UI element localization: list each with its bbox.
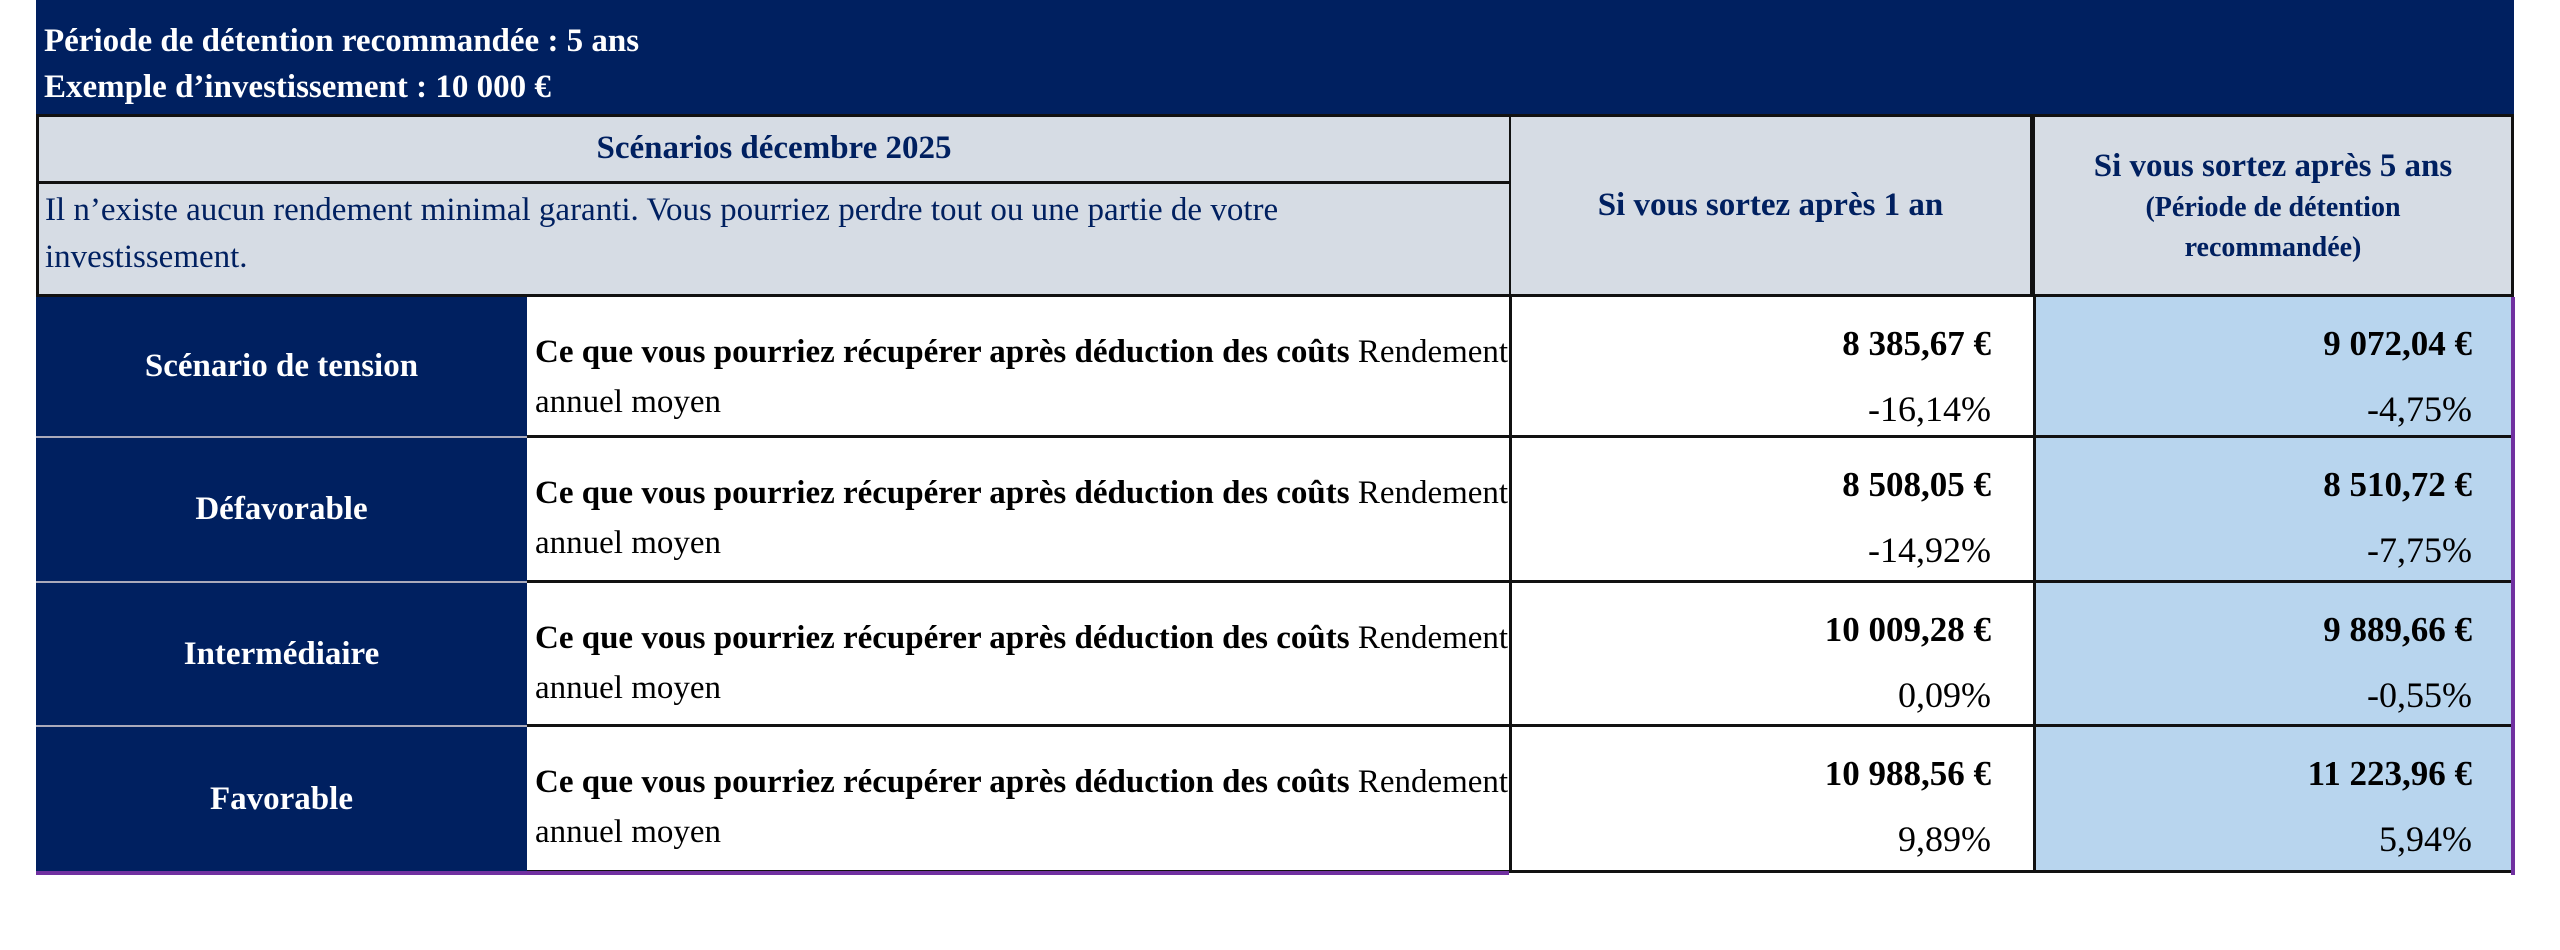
table-right-border [2511, 297, 2515, 875]
description-text: Rendement annuel moyen [535, 475, 1509, 561]
description-text: Rendement annuel moyen [535, 334, 1509, 420]
scenario-name: Scénario de tension [144, 348, 419, 384]
scenarios-header: Scénarios décembre 2025 Il n’existe aucu… [36, 114, 1509, 297]
amount-1-year: 10 009,28 € [1824, 610, 1991, 649]
value-cell-5-years: 9 072,04 € -4,75% [2033, 297, 2514, 438]
column-1-year-label: Si vous sortez après 1 an [1597, 187, 1944, 223]
guarantee-warning: Il n’existe aucun rendement minimal gara… [45, 192, 1279, 275]
value-cell-1-year: 8 385,67 € -16,14% [1509, 297, 2033, 438]
value-cell-5-years: 9 889,66 € -0,55% [2033, 583, 2514, 727]
return-1-year: -16,14% [1868, 389, 1991, 429]
scenario-label: Scénario de tension [36, 297, 527, 438]
scenario-label: Favorable [36, 727, 527, 873]
scenario-description: Ce que vous pourriez récupérer après déd… [527, 727, 1509, 873]
description-text: Rendement annuel moyen [535, 764, 1509, 850]
amount-1-year: 10 988,56 € [1824, 754, 1991, 793]
value-cell-1-year: 8 508,05 € -14,92% [1509, 438, 2033, 583]
investment-example: Exemple d’investissement : 10 000 € [44, 69, 551, 105]
value-cell-1-year: 10 988,56 € 9,89% [1509, 727, 2033, 873]
return-5-years: -7,75% [2367, 530, 2472, 570]
return-1-year: 0,09% [1898, 675, 1991, 715]
scenario-description: Ce que vous pourriez récupérer après déd… [527, 297, 1509, 438]
holding-period: Période de détention recommandée : 5 ans [44, 23, 640, 59]
scenario-label: Intermédiaire [36, 583, 527, 727]
scenario-label: Défavorable [36, 438, 527, 583]
amount-1-year: 8 508,05 € [1842, 465, 1991, 504]
column-header-5-years: Si vous sortez après 5 ans (Période de d… [2033, 114, 2514, 297]
amount-5-years: 11 223,96 € [2307, 754, 2472, 793]
amount-5-years: 8 510,72 € [2323, 465, 2472, 504]
scenarios-title: Scénarios décembre 2025 [39, 117, 1509, 184]
amount-1-year: 8 385,67 € [1842, 324, 1991, 363]
value-cell-5-years: 11 223,96 € 5,94% [2033, 727, 2514, 873]
scenario-description: Ce que vous pourriez récupérer après déd… [527, 583, 1509, 727]
description-bold: Ce que vous pourriez récupérer après déd… [535, 620, 1350, 656]
scenario-description: Ce que vous pourriez récupérer après déd… [527, 438, 1509, 583]
return-1-year: -14,92% [1868, 530, 1991, 570]
scenario-name: Intermédiaire [183, 635, 380, 672]
description-bold: Ce que vous pourriez récupérer après déd… [535, 334, 1350, 370]
return-5-years: -4,75% [2367, 389, 2472, 429]
return-5-years: -0,55% [2367, 675, 2472, 715]
value-cell-1-year: 10 009,28 € 0,09% [1509, 583, 2033, 727]
return-1-year: 9,89% [1898, 819, 1991, 859]
return-5-years: 5,94% [2379, 819, 2472, 859]
description-text: Rendement annuel moyen [535, 620, 1509, 706]
column-5-years-label: Si vous sortez après 5 ans [2093, 147, 2453, 184]
column-5-years-note: (Période de détention recommandée) [2145, 191, 2401, 263]
summary-header: Période de détention recommandée : 5 ans… [36, 0, 2514, 114]
value-cell-5-years: 8 510,72 € -7,75% [2033, 438, 2514, 583]
description-bold: Ce que vous pourriez récupérer après déd… [535, 764, 1350, 800]
amount-5-years: 9 889,66 € [2323, 610, 2472, 649]
column-header-1-year: Si vous sortez après 1 an [1509, 114, 2033, 297]
amount-5-years: 9 072,04 € [2323, 324, 2472, 363]
table-bottom-border [36, 871, 1509, 875]
description-bold: Ce que vous pourriez récupérer après déd… [535, 475, 1350, 511]
scenario-name: Favorable [210, 780, 353, 817]
scenario-name: Défavorable [195, 491, 368, 527]
